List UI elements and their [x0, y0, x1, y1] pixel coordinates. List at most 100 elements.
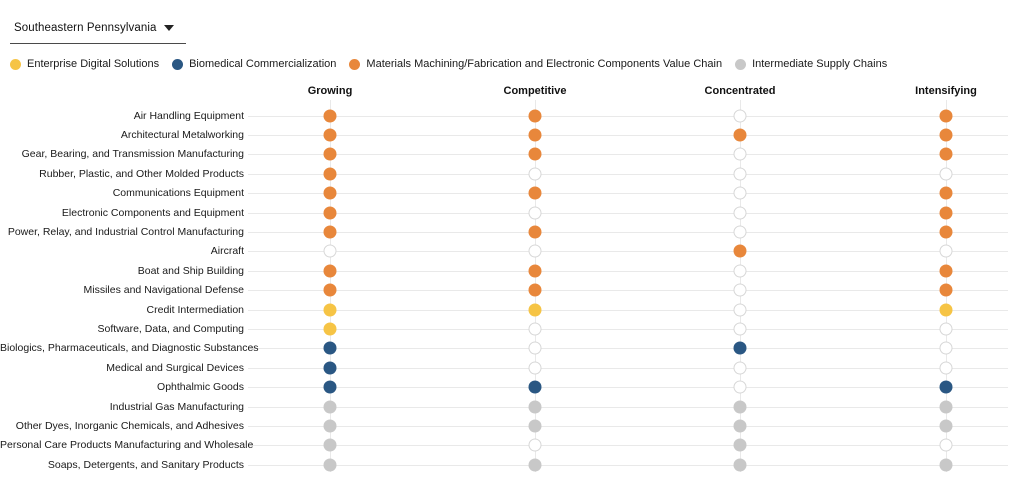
matrix-dot-empty — [733, 186, 747, 200]
matrix-dot-filled — [733, 244, 747, 258]
row-gridline — [248, 367, 1008, 369]
legend-item-biomedical: Biomedical Commercialization — [172, 58, 336, 70]
row-gridline — [248, 387, 1008, 389]
matrix-dot-filled — [323, 186, 337, 200]
row-label: Aircraft — [210, 245, 244, 258]
matrix-dot-filled — [323, 419, 337, 433]
row-gridline — [248, 251, 1008, 253]
matrix-dot-filled — [939, 283, 953, 297]
matrix-dot-filled — [939, 264, 953, 278]
matrix-dot-empty — [528, 341, 542, 355]
row-label: Ophthalmic Goods — [157, 381, 244, 394]
matrix-dot-filled — [733, 419, 747, 433]
matrix-dot-empty — [733, 283, 747, 297]
matrix-dot-empty — [323, 244, 337, 258]
matrix-dot-filled — [323, 206, 337, 219]
row-label: Soaps, Detergents, and Sanitary Products — [47, 458, 244, 471]
row-gridline — [248, 115, 1008, 117]
matrix-dot-filled — [939, 400, 953, 413]
legend-label: Materials Machining/Fabrication and Elec… — [366, 58, 723, 70]
row-gridline — [248, 231, 1008, 233]
column-header-competitive: Competitive — [503, 85, 567, 97]
matrix-dot-filled — [528, 128, 542, 142]
matrix-dot-empty — [733, 147, 747, 161]
row-gridline — [248, 348, 1008, 350]
region-dropdown[interactable]: Southeastern Pennsylvania — [10, 18, 186, 44]
row-label: Medical and Surgical Devices — [106, 361, 244, 374]
matrix-dot-filled — [939, 206, 953, 219]
row-label: Communications Equipment — [112, 187, 244, 200]
matrix-dot-empty — [528, 361, 542, 375]
matrix-dot-empty — [733, 380, 747, 394]
matrix-dot-filled — [528, 303, 542, 316]
row-gridline — [248, 134, 1008, 136]
row-label: Boat and Ship Building — [137, 264, 244, 277]
legend-dot-icon — [735, 58, 747, 70]
matrix-dot-filled — [939, 225, 953, 239]
matrix-dot-filled — [939, 147, 953, 161]
row-label: Missiles and Navigational Defense — [83, 284, 245, 297]
row-gridline — [248, 309, 1008, 311]
dropdown-arrow-icon — [164, 25, 174, 31]
column-header-growing: Growing — [307, 85, 353, 97]
row-label: Software, Data, and Computing — [97, 322, 245, 335]
row-label: Rubber, Plastic, and Other Molded Produc… — [39, 167, 244, 180]
matrix-dot-filled — [323, 458, 337, 472]
matrix-dot-filled — [528, 186, 542, 200]
row-label: Power, Relay, and Industrial Control Man… — [7, 225, 244, 238]
row-label: Gear, Bearing, and Transmission Manufact… — [21, 148, 244, 161]
matrix-dot-empty — [733, 109, 747, 122]
matrix-dot-filled — [939, 128, 953, 142]
matrix-dot-empty — [939, 167, 953, 181]
row-label: Personal Care Products Manufacturing and… — [0, 439, 254, 452]
row-gridline — [248, 328, 1008, 330]
matrix-dot-empty — [939, 322, 953, 336]
row-gridline — [248, 193, 1008, 195]
column-header-intensifying: Intensifying — [915, 85, 977, 97]
matrix-dot-empty — [733, 322, 747, 336]
matrix-dot-filled — [323, 167, 337, 181]
legend: Enterprise Digital Solutions Biomedical C… — [10, 58, 1010, 70]
matrix-dot-empty — [528, 322, 542, 336]
matrix-dot-empty — [733, 361, 747, 375]
matrix-dot-filled — [528, 225, 542, 239]
matrix-dot-filled — [733, 341, 747, 355]
legend-dot-icon — [172, 58, 184, 70]
matrix-dot-filled — [323, 147, 337, 161]
matrix-dot-empty — [733, 303, 747, 316]
legend-item-enterprise: Enterprise Digital Solutions — [10, 58, 159, 70]
matrix-dot-empty — [733, 167, 747, 181]
matrix-dot-filled — [528, 458, 542, 472]
row-gridline — [248, 173, 1008, 175]
matrix-dot-empty — [528, 438, 542, 452]
matrix-dot-filled — [323, 109, 337, 122]
row-label: Architectural Metalworking — [120, 128, 244, 141]
legend-item-materials: Materials Machining/Fabrication and Elec… — [349, 58, 722, 70]
row-label: Electronic Components and Equipment — [61, 206, 244, 219]
matrix-dot-empty — [733, 225, 747, 239]
legend-label: Biomedical Commercialization — [189, 58, 337, 70]
matrix-dot-filled — [323, 283, 337, 297]
matrix-dot-filled — [939, 186, 953, 200]
region-dropdown-value: Southeastern Pennsylvania — [14, 22, 157, 34]
matrix-dot-filled — [733, 438, 747, 452]
row-label: Credit Intermediation — [146, 303, 244, 316]
matrix-dot-filled — [939, 458, 953, 472]
matrix-dot-empty — [939, 341, 953, 355]
legend-label: Enterprise Digital Solutions — [27, 58, 160, 70]
matrix-dot-filled — [528, 400, 542, 413]
matrix-dot-filled — [323, 322, 337, 336]
matrix-dot-filled — [939, 109, 953, 122]
matrix-dot-filled — [528, 283, 542, 297]
matrix-dot-filled — [733, 400, 747, 413]
row-gridline — [248, 464, 1008, 466]
matrix-dot-filled — [323, 128, 337, 142]
legend-item-intermediate: Intermediate Supply Chains — [735, 58, 887, 70]
legend-dot-icon — [349, 58, 361, 70]
matrix-dot-filled — [528, 264, 542, 278]
matrix-dot-filled — [323, 303, 337, 316]
row-label: Air Handling Equipment — [133, 109, 244, 122]
matrix-dot-empty — [939, 361, 953, 375]
matrix-dot-filled — [733, 128, 747, 142]
